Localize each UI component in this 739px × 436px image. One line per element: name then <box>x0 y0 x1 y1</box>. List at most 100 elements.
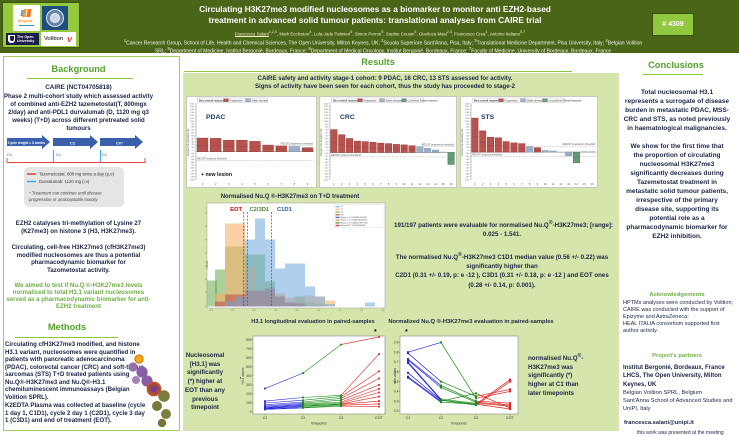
svg-text:-90: -90 <box>466 176 470 178</box>
svg-text:9: 9 <box>307 182 309 186</box>
svg-text:C2: C2 <box>439 416 444 420</box>
svg-text:0: 0 <box>250 410 252 414</box>
svg-text:-20: -20 <box>466 156 470 158</box>
svg-text:70: 70 <box>466 130 469 132</box>
svg-text:0: 0 <box>327 150 329 152</box>
svg-text:Durvalumab: 1120 mg (i.v): Durvalumab: 1120 mg (i.v) <box>39 179 90 184</box>
svg-text:15: 15 <box>442 182 445 186</box>
svg-text:7: 7 <box>280 182 282 186</box>
svg-text:14: 14 <box>434 182 437 186</box>
svg-text:C2: C2 <box>301 416 306 420</box>
svg-text:-40: -40 <box>325 162 329 164</box>
svg-text:9: 9 <box>537 182 539 186</box>
svg-text:+ new lesion: + new lesion <box>201 172 232 178</box>
svg-text:150: 150 <box>190 106 194 108</box>
svg-text:0.2: 0.2 <box>394 409 399 413</box>
svg-text:4: 4 <box>241 182 243 186</box>
svg-text:14: 14 <box>575 182 578 186</box>
svg-text:8: 8 <box>388 182 390 186</box>
svg-text:400: 400 <box>246 374 252 378</box>
svg-text:-10: -10 <box>466 153 470 155</box>
svg-text:90: 90 <box>191 124 194 126</box>
svg-text:4: 4 <box>498 182 500 186</box>
svg-text:100: 100 <box>324 121 328 123</box>
svg-text:Tazemetostat: 800 mg twice a d: Tazemetostat: 800 mg twice a day (p.o) <box>39 171 115 176</box>
svg-text:3: 3 <box>228 182 230 186</box>
svg-text:120: 120 <box>465 115 469 117</box>
svg-text:0.7: 0.7 <box>394 360 399 364</box>
svg-text:10: 10 <box>466 147 469 149</box>
svg-text:75: 75 <box>205 266 207 268</box>
svg-text:RECIST progression threshold: RECIST progression threshold <box>563 143 596 146</box>
svg-text:Confirmed Partial response: Confirmed Partial response <box>408 99 439 102</box>
svg-text:80: 80 <box>191 127 194 129</box>
svg-text:-40: -40 <box>466 162 470 164</box>
svg-text:Best overall response: Best overall response <box>199 99 226 102</box>
svg-text:C1: C1 <box>263 416 268 420</box>
svg-text:-80: -80 <box>325 173 329 175</box>
svg-text:90: 90 <box>466 124 469 126</box>
svg-text:3: 3 <box>490 182 492 186</box>
svg-text:0.0: 0.0 <box>231 310 235 312</box>
svg-text:0.2: 0.2 <box>252 310 256 312</box>
svg-text:D1: D1 <box>102 152 108 157</box>
svg-text:110: 110 <box>465 118 469 120</box>
svg-text:RECIST response threshold: RECIST response threshold <box>331 154 361 157</box>
svg-text:100: 100 <box>190 121 194 123</box>
svg-text:D1: D1 <box>56 152 62 157</box>
svg-text:16: 16 <box>591 182 594 186</box>
svg-text:7: 7 <box>380 182 382 186</box>
svg-text:C3: C3 <box>339 416 344 420</box>
svg-text:-20: -20 <box>191 156 195 158</box>
svg-text:130: 130 <box>465 112 469 114</box>
svg-text:-80: -80 <box>466 173 470 175</box>
svg-text:-30: -30 <box>191 159 195 161</box>
svg-text:150: 150 <box>324 106 328 108</box>
svg-text:100: 100 <box>205 253 207 255</box>
svg-text:70: 70 <box>191 130 194 132</box>
svg-text:EOT: EOT <box>341 214 346 216</box>
svg-text:80: 80 <box>466 127 469 129</box>
svg-text:110: 110 <box>190 118 194 120</box>
svg-text:Best overall response: Best overall response <box>333 99 360 102</box>
svg-text:0.8: 0.8 <box>394 350 399 354</box>
svg-text:13: 13 <box>426 182 429 186</box>
svg-text:*: * <box>405 329 408 336</box>
svg-text:700: 700 <box>246 347 252 351</box>
svg-text:2: 2 <box>215 182 217 186</box>
svg-text:30: 30 <box>325 141 328 143</box>
svg-text:Median C3: 0.3066447 M7 T460: Median C3: 0.3066447 M7 T460 <box>341 222 368 224</box>
svg-text:C2: C2 <box>70 140 76 145</box>
svg-text:0.3: 0.3 <box>394 399 399 403</box>
svg-text:timepoints: timepoints <box>451 422 467 426</box>
svg-text:RECIST progression threshold: RECIST progression threshold <box>422 144 455 147</box>
svg-text:-60: -60 <box>191 168 195 170</box>
svg-text:-70: -70 <box>466 171 470 173</box>
svg-text:RECIST response threshold: RECIST response threshold <box>197 157 227 160</box>
svg-text:120: 120 <box>324 115 328 117</box>
svg-text:EOT: EOT <box>375 416 383 420</box>
svg-text:50: 50 <box>325 135 328 137</box>
svg-text:timepoints: timepoints <box>311 422 327 426</box>
svg-text:-50: -50 <box>191 165 195 167</box>
svg-text:160: 160 <box>324 103 328 105</box>
svg-text:1: 1 <box>474 182 476 186</box>
svg-text:-80: -80 <box>191 173 195 175</box>
svg-text:2: 2 <box>341 182 343 186</box>
svg-text:6: 6 <box>267 182 269 186</box>
svg-text:11: 11 <box>552 182 555 186</box>
svg-text:110: 110 <box>324 118 328 120</box>
svg-text:10: 10 <box>191 147 194 149</box>
svg-text:60: 60 <box>191 133 194 135</box>
svg-text:1: 1 <box>333 182 335 186</box>
svg-text:125: 125 <box>205 239 207 241</box>
svg-text:-20: -20 <box>325 156 329 158</box>
svg-text:0.9: 0.9 <box>394 341 399 345</box>
svg-text:-100: -100 <box>189 179 194 181</box>
svg-text:-60: -60 <box>466 168 470 170</box>
svg-text:*: * <box>374 329 377 336</box>
svg-text:C2: C2 <box>341 209 343 211</box>
svg-text:0: 0 <box>193 150 195 152</box>
svg-text:EOT: EOT <box>230 207 242 213</box>
svg-text:600: 600 <box>246 356 252 360</box>
